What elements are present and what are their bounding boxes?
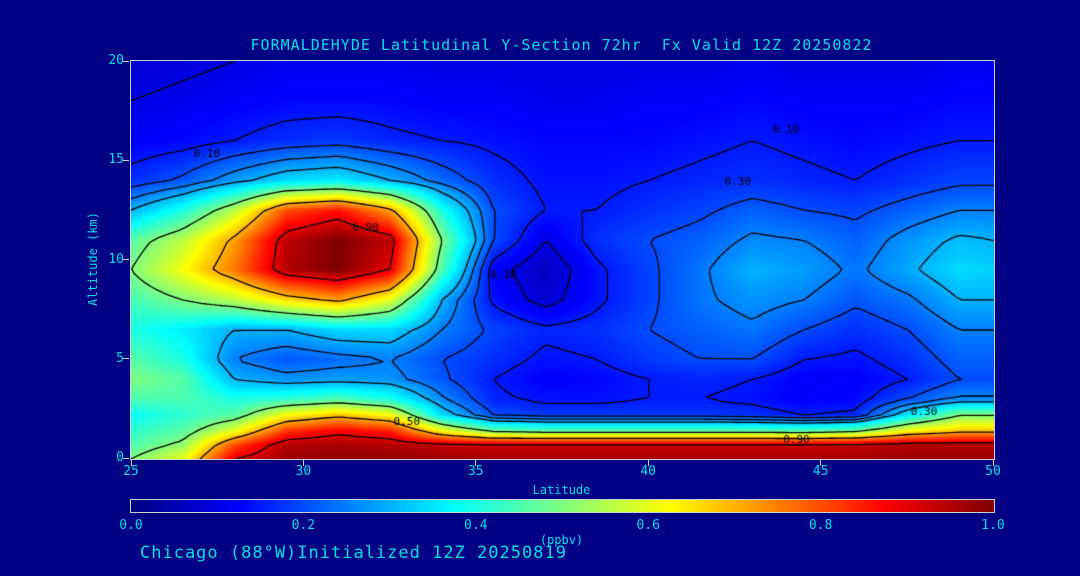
y-axis-tick [123, 60, 129, 62]
x-axis-tick [302, 460, 304, 466]
colorbar-tick-label: 0.4 [464, 518, 488, 533]
colorbar-tick-label: 0.0 [119, 518, 143, 533]
y-tick-label: 20 [108, 53, 124, 68]
y-axis-tick [123, 259, 129, 260]
x-axis-tick [475, 460, 477, 466]
y-axis-tick [123, 358, 129, 360]
x-axis-tick [992, 460, 994, 466]
heatmap-canvas [131, 61, 994, 459]
y-tick-label: 0 [116, 450, 124, 465]
chart-title: FORMALDEHYDE Latitudinal Y-Section 72hr … [250, 36, 873, 54]
x-tick-label: 45 [812, 464, 829, 479]
x-axis-tick [820, 460, 822, 466]
x-axis-tick [647, 460, 649, 466]
y-axis-tick [123, 159, 129, 161]
x-tick-label: 35 [467, 464, 484, 479]
x-tick-label: 25 [123, 464, 139, 479]
colorbar-units: (ppbv) [539, 533, 584, 547]
y-tick-label: 10 [108, 251, 124, 267]
colorbar-tick-label: 0.6 [636, 518, 660, 533]
y-tick-label: 15 [108, 152, 124, 168]
colorbar-tick-label: 1.0 [981, 518, 1005, 533]
colorbar-frame [130, 499, 995, 513]
y-axis-tick [123, 457, 129, 459]
x-tick-label: 30 [295, 464, 312, 479]
colorbar-tick-label: 0.8 [808, 518, 833, 533]
y-tick-label: 5 [116, 350, 124, 366]
caption: Chicago (88°W)Initialized 12Z 20250819 [140, 543, 567, 563]
x-tick-label: 50 [985, 464, 1001, 479]
colorbar-canvas [131, 500, 994, 512]
x-tick-label: 40 [640, 464, 657, 479]
colorbar-tick-label: 0.2 [291, 518, 316, 533]
x-axis-tick [130, 460, 132, 466]
x-axis-label: Latitude [532, 483, 591, 497]
plot-area [130, 60, 995, 460]
